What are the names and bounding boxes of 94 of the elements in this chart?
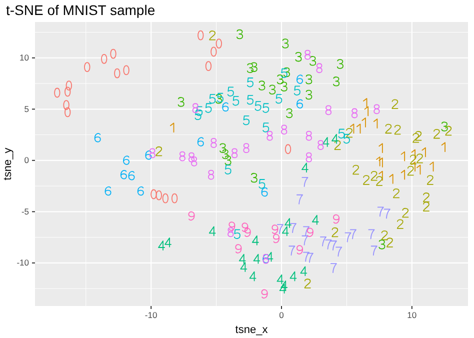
x-axis-title: tsne_x bbox=[235, 324, 268, 336]
point bbox=[415, 131, 422, 141]
x-tick-label: 10 bbox=[407, 310, 417, 320]
chart-title: t-SNE of MNIST sample bbox=[6, 2, 156, 18]
point bbox=[128, 171, 135, 180]
point bbox=[416, 154, 423, 164]
y-tick-label: 10 bbox=[20, 52, 30, 63]
x-tick-label: 0 bbox=[279, 310, 284, 320]
point bbox=[393, 188, 400, 198]
point bbox=[396, 219, 404, 229]
point bbox=[235, 244, 242, 254]
point bbox=[228, 222, 236, 231]
point bbox=[276, 74, 284, 84]
point bbox=[145, 150, 152, 160]
point bbox=[262, 122, 270, 132]
point bbox=[280, 82, 288, 92]
point bbox=[244, 228, 251, 237]
point bbox=[249, 271, 256, 282]
point bbox=[392, 99, 398, 109]
point bbox=[240, 262, 248, 272]
point bbox=[178, 97, 184, 107]
point bbox=[441, 122, 448, 132]
point bbox=[258, 179, 266, 189]
point bbox=[250, 62, 258, 72]
point bbox=[222, 102, 229, 112]
point bbox=[334, 140, 341, 150]
point bbox=[137, 186, 144, 196]
point bbox=[269, 84, 276, 94]
point bbox=[246, 63, 254, 73]
point bbox=[322, 137, 330, 147]
point bbox=[273, 234, 280, 244]
y-tick-label: 5 bbox=[24, 104, 30, 114]
point bbox=[296, 99, 304, 108]
point bbox=[261, 289, 268, 298]
point bbox=[258, 80, 266, 90]
point bbox=[284, 218, 292, 228]
point bbox=[208, 226, 216, 236]
point bbox=[261, 187, 268, 197]
point bbox=[123, 156, 130, 165]
point bbox=[262, 103, 270, 113]
x-tick-label: -10 bbox=[144, 310, 158, 320]
point bbox=[423, 192, 430, 202]
point bbox=[333, 214, 340, 224]
point bbox=[300, 266, 308, 276]
point bbox=[196, 106, 203, 116]
point bbox=[296, 74, 304, 84]
point bbox=[294, 86, 300, 96]
point bbox=[346, 128, 353, 138]
point bbox=[280, 280, 288, 290]
y-axis-title: tsne_y bbox=[2, 147, 14, 180]
point bbox=[412, 133, 420, 143]
point bbox=[242, 222, 248, 232]
point bbox=[312, 214, 319, 225]
y-tick-label: -10 bbox=[16, 258, 30, 268]
point bbox=[253, 254, 260, 264]
point bbox=[325, 240, 332, 250]
point bbox=[333, 76, 340, 86]
point bbox=[279, 284, 286, 294]
point bbox=[254, 101, 262, 111]
point bbox=[378, 240, 386, 250]
point bbox=[94, 133, 101, 142]
point bbox=[290, 271, 297, 282]
point bbox=[276, 274, 284, 284]
y-tick-label: -5 bbox=[21, 206, 30, 216]
point bbox=[296, 245, 304, 254]
point bbox=[120, 170, 127, 180]
y-tick-label: 0 bbox=[24, 155, 30, 166]
point bbox=[330, 240, 337, 250]
point bbox=[238, 254, 246, 264]
point bbox=[246, 78, 254, 88]
point bbox=[306, 74, 312, 84]
point bbox=[234, 229, 240, 239]
point bbox=[423, 202, 430, 212]
point bbox=[224, 164, 232, 174]
point bbox=[336, 59, 344, 69]
point bbox=[306, 228, 314, 237]
point bbox=[272, 224, 278, 234]
point bbox=[363, 175, 370, 185]
point bbox=[310, 56, 316, 66]
point bbox=[252, 235, 259, 246]
point bbox=[197, 137, 204, 146]
point bbox=[304, 278, 311, 288]
point bbox=[338, 128, 345, 138]
point bbox=[104, 186, 112, 196]
point bbox=[282, 226, 289, 236]
point bbox=[426, 175, 434, 185]
point bbox=[209, 30, 216, 40]
point bbox=[188, 211, 195, 220]
point bbox=[158, 240, 165, 250]
point bbox=[227, 86, 234, 96]
point bbox=[282, 38, 289, 48]
point bbox=[266, 252, 274, 262]
point bbox=[410, 154, 416, 164]
point bbox=[433, 129, 440, 139]
